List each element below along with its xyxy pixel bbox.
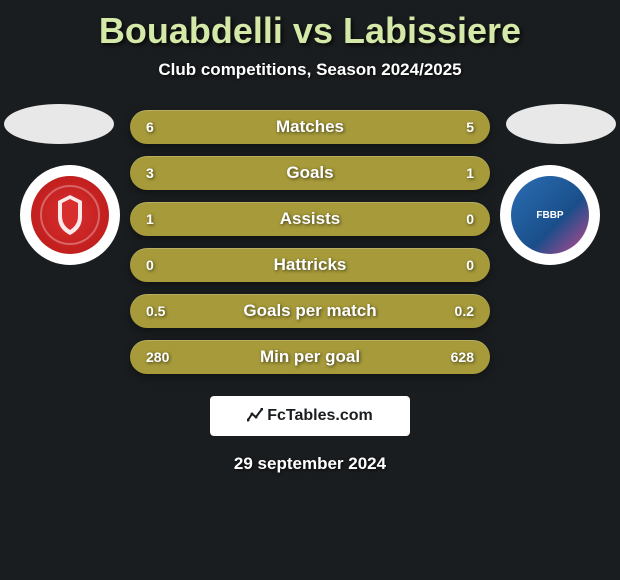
left-oval-decoration [4,104,114,144]
footer-date: 29 september 2024 [0,454,620,474]
stat-left-value: 3 [146,165,154,181]
stat-right-value: 1 [466,165,474,181]
stat-left-value: 0 [146,257,154,273]
stat-bar: 6 Matches 5 [130,110,490,144]
stat-right-value: 628 [451,349,474,365]
stat-label: Hattricks [274,255,347,275]
left-club-crest [31,176,109,254]
stat-left-value: 6 [146,119,154,135]
stat-label: Goals [286,163,333,183]
stat-bar: 1 Assists 0 [130,202,490,236]
brand-label: FcTables.com [267,407,373,425]
stat-label: Assists [280,209,340,229]
brand-badge: FcTables.com [210,396,410,436]
right-club-badge: FBBP [500,165,600,265]
stat-bar: 3 Goals 1 [130,156,490,190]
stat-label: Goals per match [243,301,376,321]
stat-right-value: 0.2 [455,303,474,319]
stat-left-value: 0.5 [146,303,165,319]
season-subtitle: Club competitions, Season 2024/2025 [0,60,620,80]
stat-right-value: 0 [466,211,474,227]
content-wrap: FBBP 6 Matches 5 3 Goals 1 1 Assists 0 0 Hattricks… [0,110,620,374]
left-club-badge [20,165,120,265]
stat-right-value: 5 [466,119,474,135]
stat-bar: 0.5 Goals per match 0.2 [130,294,490,328]
right-club-abbr: FBBP [536,210,563,221]
right-club-crest: FBBP [511,176,589,254]
stats-column: 6 Matches 5 3 Goals 1 1 Assists 0 0 Hattricks 0 0.5 G… [130,110,490,374]
stat-left-value: 280 [146,349,169,365]
chart-icon [247,408,263,425]
stat-bar: 280 Min per goal 628 [130,340,490,374]
comparison-title: Bouabdelli vs Labissiere [0,0,620,52]
shield-icon [42,187,98,243]
right-oval-decoration [506,104,616,144]
stat-right-value: 0 [466,257,474,273]
stat-label: Matches [276,117,344,137]
stat-bar: 0 Hattricks 0 [130,248,490,282]
stat-left-value: 1 [146,211,154,227]
stat-label: Min per goal [260,347,360,367]
